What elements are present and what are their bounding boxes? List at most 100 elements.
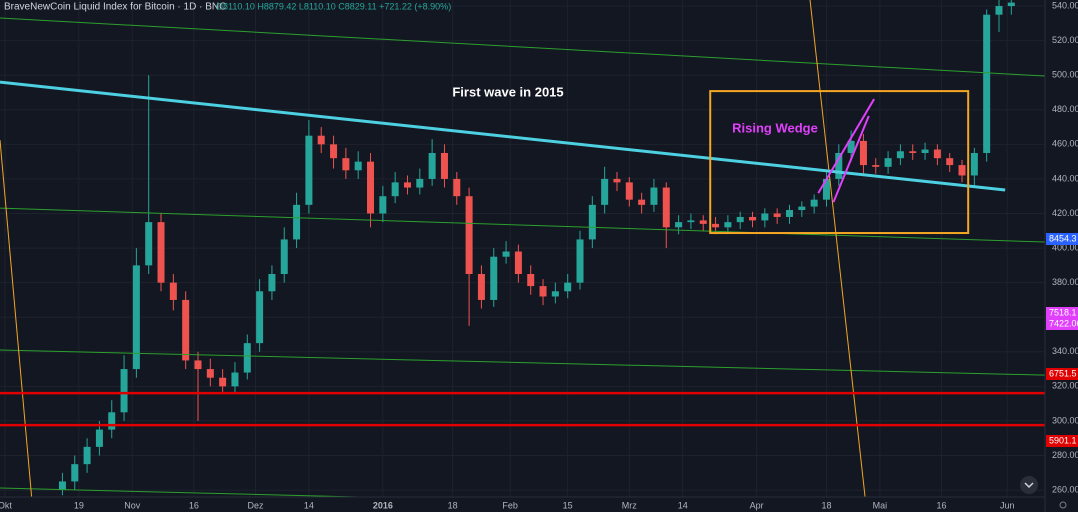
- candle-body: [379, 196, 387, 214]
- y-tick-label: 520.00: [1052, 35, 1078, 45]
- candle-body: [477, 273, 485, 300]
- candle-body: [810, 199, 818, 207]
- candle-body: [588, 204, 596, 240]
- candle-body: [194, 360, 202, 370]
- candle-body: [58, 481, 66, 491]
- candle-body: [601, 178, 609, 205]
- candle-body: [268, 273, 276, 292]
- annotation: First wave in 2015: [452, 84, 563, 99]
- x-tick-label: 16: [936, 500, 946, 510]
- candle-body: [145, 222, 153, 266]
- x-tick-label: Mai: [873, 500, 888, 510]
- price-tag-label: 7518.1: [1049, 307, 1077, 317]
- candle-body: [305, 135, 313, 205]
- candle-body: [71, 464, 79, 482]
- x-tick-label: Dez: [247, 500, 264, 510]
- candle-body: [613, 178, 621, 183]
- settings-icon[interactable]: [1059, 501, 1067, 509]
- rectangle-drawing: [709, 90, 970, 235]
- candle-body: [946, 158, 954, 166]
- price-tag: [1046, 318, 1078, 330]
- y-tick-label: 300.00: [1052, 415, 1078, 425]
- candle-body: [564, 282, 572, 292]
- candle-body: [736, 216, 744, 223]
- candle-body: [662, 187, 670, 228]
- candle-body: [120, 369, 128, 413]
- candle-body: [921, 149, 929, 153]
- drawings: [0, 0, 1045, 497]
- candle-body: [909, 151, 917, 153]
- y-tick-label: 540.00: [1052, 0, 1078, 10]
- x-tick-label: 16: [189, 500, 199, 510]
- candle-body: [293, 204, 301, 240]
- candle-body: [687, 220, 695, 223]
- candle-body: [416, 178, 424, 188]
- candle-body: [551, 291, 559, 297]
- candle-body: [367, 161, 375, 214]
- candle-body: [330, 144, 338, 159]
- price-tag-label: 8454.3: [1049, 233, 1077, 243]
- trend-line: [0, 80, 1006, 192]
- candle-body: [169, 282, 177, 300]
- candle-body: [354, 161, 362, 171]
- candle-body: [995, 6, 1003, 15]
- candle-body: [453, 178, 461, 197]
- price-tag: [1046, 435, 1078, 447]
- candle-body: [219, 377, 227, 387]
- trend-line: [817, 98, 875, 194]
- candle-body: [243, 343, 251, 373]
- x-tick-label: 2016: [373, 500, 393, 510]
- price-tag-label: 7422.06: [1049, 318, 1078, 328]
- candle-body: [132, 265, 140, 370]
- x-tick-label: 18: [448, 500, 458, 510]
- candle-body: [391, 182, 399, 197]
- trend-line: [809, 0, 866, 497]
- x-tick-label: 18: [821, 500, 831, 510]
- candle-body: [859, 140, 867, 166]
- scroll-button[interactable]: [1020, 476, 1038, 494]
- candle-body: [576, 239, 584, 283]
- candle-body: [440, 152, 448, 179]
- candle-body: [896, 151, 904, 159]
- x-tick-label: Feb: [502, 500, 518, 510]
- candle-body: [798, 206, 806, 211]
- candle-body: [539, 286, 547, 297]
- x-tick-label: 15: [563, 500, 573, 510]
- candle-body: [699, 220, 707, 224]
- price-tag: [1046, 233, 1078, 245]
- trend-line: [0, 207, 1045, 243]
- candle-body: [625, 182, 633, 200]
- scroll-icon: [1024, 482, 1034, 489]
- candle-body: [280, 239, 288, 274]
- candle-body: [428, 152, 436, 179]
- candle-body: [490, 256, 498, 300]
- y-tick-label: 380.00: [1052, 277, 1078, 287]
- price-tag-label: 5901.1: [1049, 435, 1077, 445]
- candle-body: [514, 251, 522, 274]
- candle-body: [933, 149, 941, 159]
- y-tick-label: 340.00: [1052, 346, 1078, 356]
- candle-body: [724, 222, 732, 228]
- candle-body: [95, 429, 103, 447]
- x-tick-label: Apr: [750, 500, 764, 510]
- candle-body: [638, 199, 646, 205]
- x-tick-label: Mrz: [622, 500, 637, 510]
- candle-body: [958, 165, 966, 176]
- trend-line: [0, 17, 1045, 77]
- candle-body: [231, 372, 239, 387]
- candle-body: [182, 299, 190, 361]
- candle-body: [675, 222, 683, 228]
- y-tick-label: 260.00: [1052, 484, 1078, 494]
- candle-body: [317, 135, 325, 145]
- candle-body: [83, 446, 91, 465]
- candle-body: [403, 182, 411, 188]
- y-tick-label: 420.00: [1052, 208, 1078, 218]
- y-tick-label: 500.00: [1052, 70, 1078, 80]
- trend-line: [0, 139, 33, 497]
- candle-body: [884, 158, 892, 167]
- y-tick-label: 440.00: [1052, 173, 1078, 183]
- candle-body: [712, 223, 720, 228]
- candle-body: [749, 216, 757, 221]
